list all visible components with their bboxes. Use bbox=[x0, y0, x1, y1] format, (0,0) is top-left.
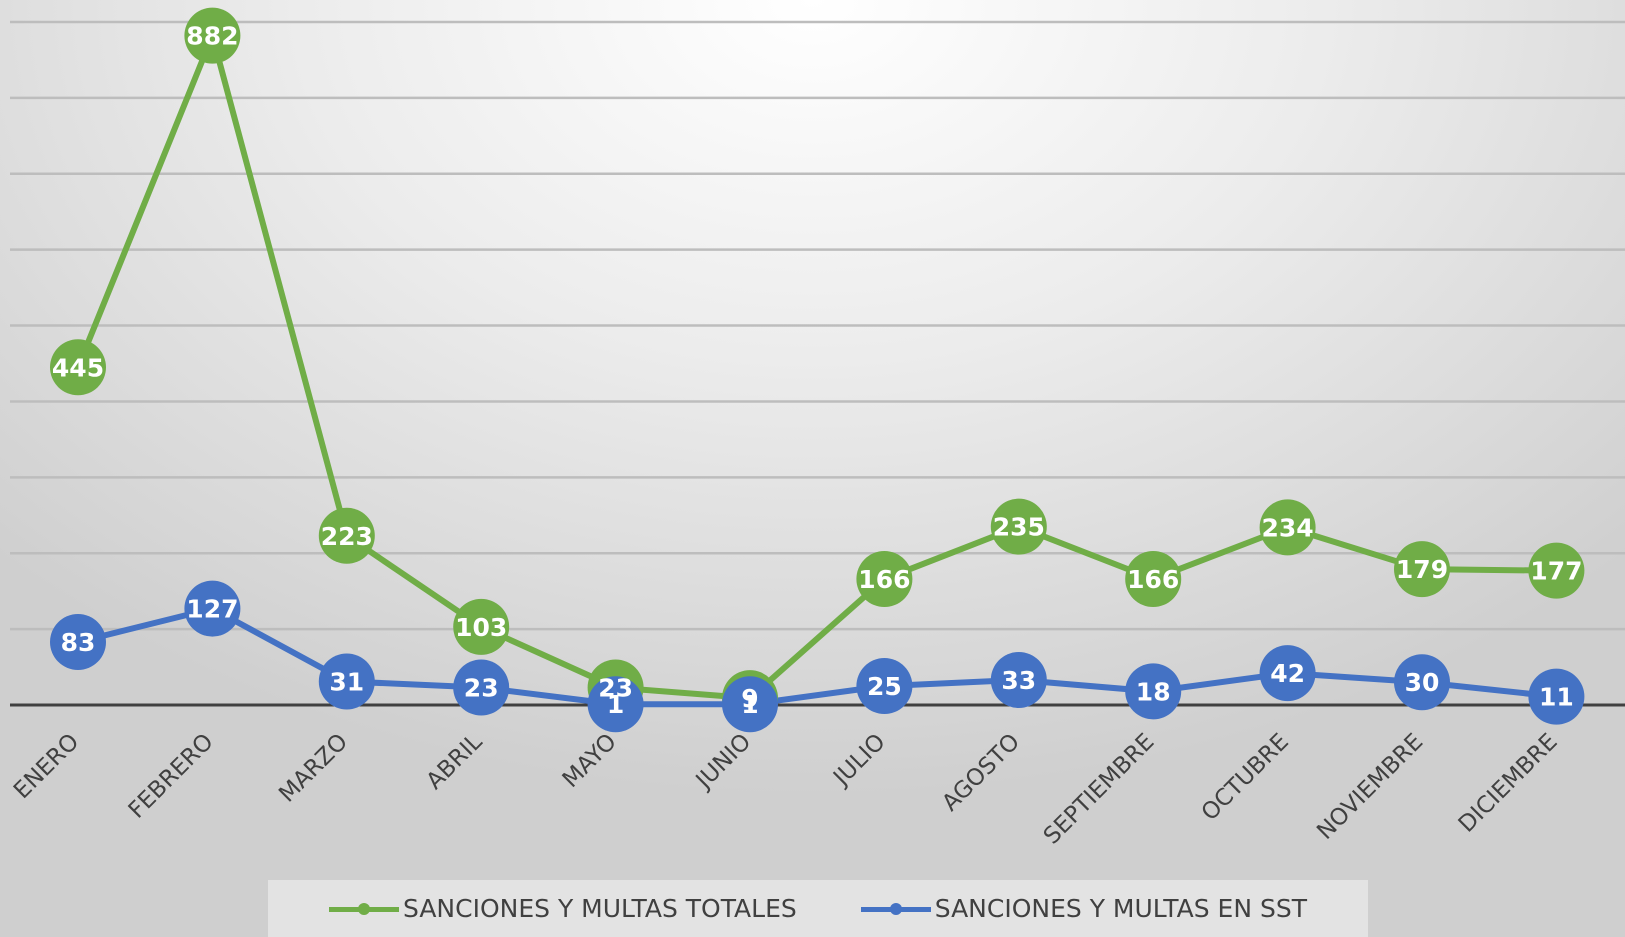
data-label: 42 bbox=[1270, 659, 1305, 688]
data-label: 31 bbox=[329, 667, 364, 696]
data-point bbox=[453, 659, 510, 716]
data-label: 445 bbox=[52, 353, 104, 382]
x-tick-label: SEPTIEMBRE bbox=[1039, 729, 1160, 850]
data-point bbox=[1125, 551, 1182, 608]
data-label: 235 bbox=[993, 513, 1045, 542]
x-tick-label: OCTUBRE bbox=[1197, 729, 1294, 826]
x-tick-label: MAYO bbox=[558, 729, 622, 793]
x-tick-label: MARZO bbox=[274, 729, 353, 808]
data-label: 223 bbox=[321, 522, 373, 551]
x-tick-label: ENERO bbox=[9, 729, 84, 804]
data-label: 882 bbox=[186, 22, 238, 51]
data-label: 33 bbox=[1001, 666, 1036, 695]
data-label: 25 bbox=[867, 672, 902, 701]
data-label: 23 bbox=[598, 674, 633, 703]
data-label: 11 bbox=[1539, 683, 1574, 712]
data-label: 166 bbox=[1127, 565, 1179, 594]
legend-label-totales: SANCIONES Y MULTAS TOTALES bbox=[403, 894, 797, 923]
series-line bbox=[75, 32, 1560, 702]
data-label: 127 bbox=[186, 595, 238, 624]
data-point bbox=[453, 598, 510, 655]
data-point bbox=[722, 676, 778, 733]
data-point bbox=[1394, 541, 1450, 598]
data-point bbox=[1528, 542, 1585, 599]
x-axis-tick-labels: ENERO FEBRERO MARZO ABRIL MAYO JUNIO JULIO AGOS… bbox=[9, 729, 1563, 850]
x-tick-label: AGOSTO bbox=[937, 729, 1025, 817]
data-point bbox=[990, 498, 1047, 555]
data-point bbox=[1125, 663, 1182, 720]
legend-swatch-sst bbox=[860, 902, 931, 915]
x-tick-label: JULIO bbox=[827, 729, 890, 792]
legend-dot-sst bbox=[889, 902, 902, 915]
legend-item-totales: SANCIONES Y MULTAS TOTALES bbox=[329, 894, 797, 923]
x-tick-label: FEBRERO bbox=[124, 729, 219, 824]
legend-label-sst: SANCIONES Y MULTAS EN SST bbox=[934, 894, 1307, 923]
data-label: 179 bbox=[1396, 555, 1448, 584]
data-label: 177 bbox=[1530, 557, 1582, 586]
data-point bbox=[587, 676, 644, 733]
data-label: 1 bbox=[741, 690, 758, 719]
legend-dot-totales bbox=[358, 902, 370, 915]
series-lines bbox=[75, 32, 1560, 708]
data-label: 166 bbox=[858, 565, 910, 594]
data-point bbox=[1259, 645, 1316, 702]
data-point bbox=[1259, 499, 1316, 556]
x-tick-label: NOVIEMBRE bbox=[1312, 729, 1428, 845]
data-point bbox=[990, 651, 1047, 708]
data-label: 234 bbox=[1262, 513, 1314, 542]
data-label: 18 bbox=[1136, 677, 1171, 706]
legend-item-sst: SANCIONES Y MULTAS EN SST bbox=[860, 894, 1307, 923]
data-point bbox=[184, 580, 241, 637]
data-point bbox=[50, 614, 106, 671]
data-label: 1 bbox=[607, 690, 624, 719]
x-tick-label: JUNIO bbox=[690, 729, 756, 795]
data-label: 23 bbox=[464, 674, 499, 703]
series-line bbox=[75, 605, 1560, 708]
x-tick-label: DICIEMBRE bbox=[1454, 729, 1563, 838]
grid-lines bbox=[10, 20, 1625, 631]
data-label: 9 bbox=[741, 684, 758, 713]
data-point bbox=[50, 339, 106, 396]
data-point bbox=[1394, 654, 1450, 711]
data-point bbox=[856, 551, 913, 608]
series-markers: 445 882 223 103 23 9 166 235 166 234 179 177 83 127 31… bbox=[50, 7, 1585, 733]
data-label: 83 bbox=[61, 628, 96, 657]
data-point bbox=[856, 658, 913, 715]
legend-swatch-totales bbox=[329, 902, 399, 915]
data-point bbox=[318, 653, 375, 710]
data-label: 103 bbox=[455, 613, 507, 642]
x-tick-label: ABRIL bbox=[422, 729, 488, 795]
data-point bbox=[184, 7, 241, 64]
data-label: 30 bbox=[1405, 668, 1440, 697]
data-point bbox=[1528, 668, 1585, 725]
data-point bbox=[318, 507, 375, 564]
legend: SANCIONES Y MULTAS TOTALES SANCIONES Y M… bbox=[268, 880, 1368, 937]
